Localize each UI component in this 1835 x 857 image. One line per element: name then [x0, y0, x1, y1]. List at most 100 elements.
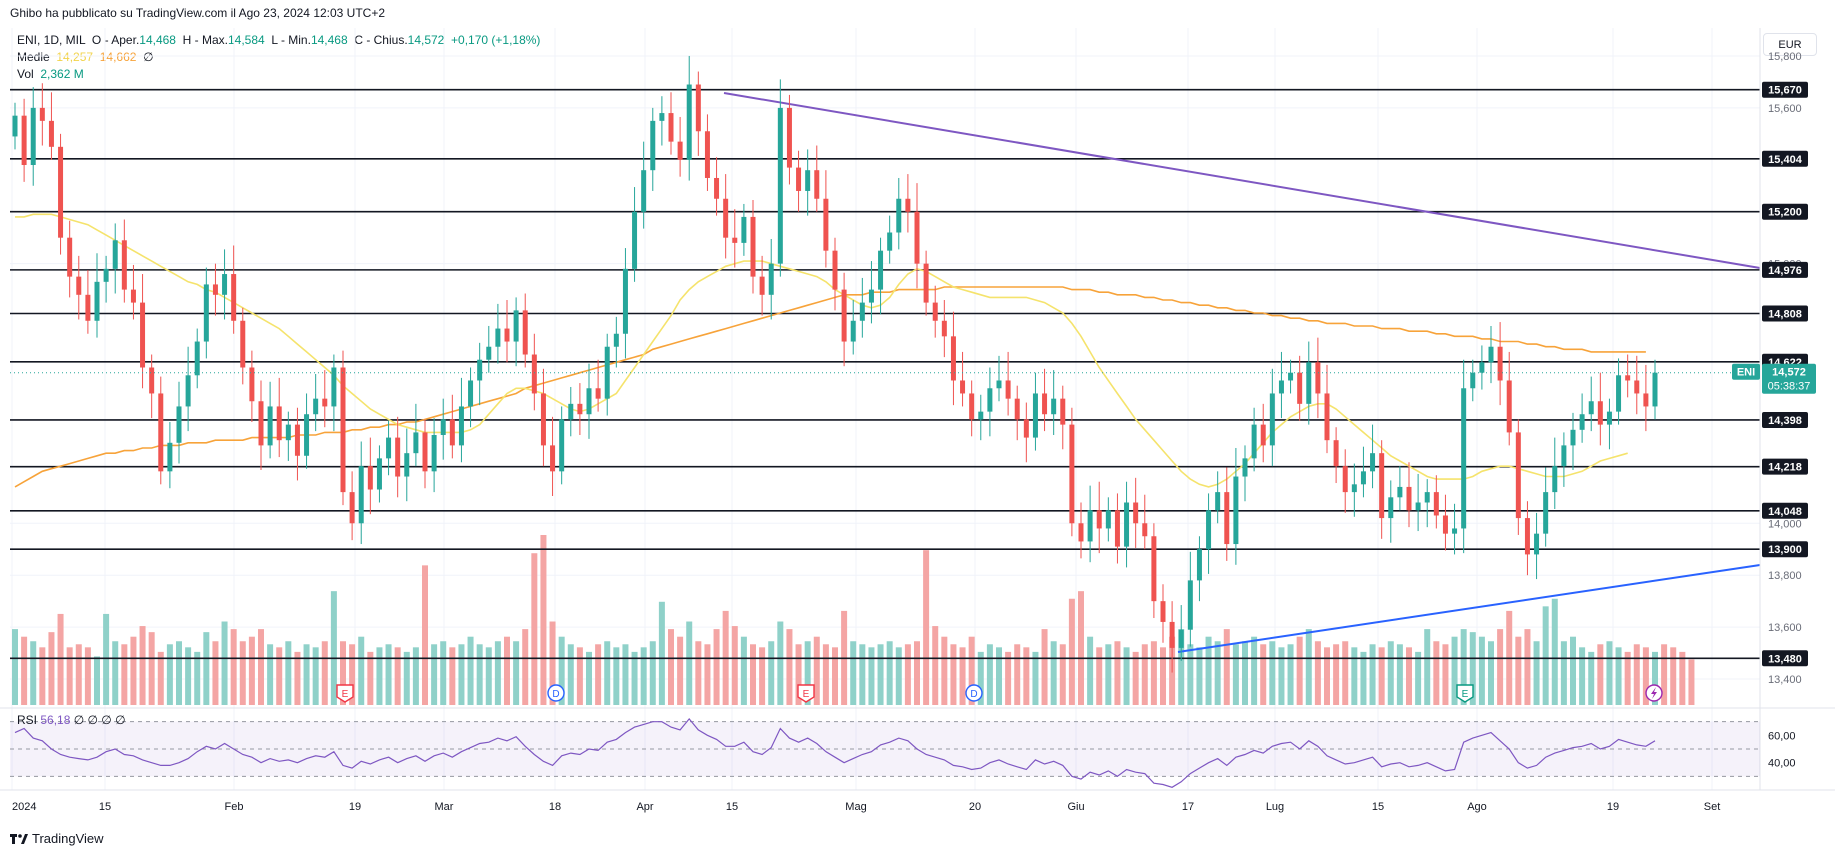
candle	[1634, 355, 1640, 415]
candle-body	[1470, 372, 1476, 389]
volume-bar	[1223, 629, 1230, 705]
ma-row[interactable]: Medie 14,257 14,662 ∅	[17, 49, 540, 66]
volume-bar	[1542, 606, 1549, 705]
candle	[1005, 351, 1011, 416]
volume-bar	[1360, 651, 1367, 705]
trendlines	[723, 92, 1761, 653]
candle	[1570, 412, 1576, 471]
candle	[1625, 354, 1631, 398]
time-tick-label: 15	[1372, 801, 1384, 813]
candle-body	[304, 414, 310, 456]
footer-brand[interactable]: TradingView	[10, 831, 104, 846]
candle	[1160, 584, 1166, 643]
volume-bar	[1515, 636, 1522, 705]
candle-body	[231, 274, 237, 321]
volume-bar	[1378, 647, 1385, 705]
candle-body	[267, 406, 273, 446]
volume-bar	[1679, 651, 1686, 705]
volume-bar	[203, 632, 210, 705]
level-label: 13,480	[1768, 653, 1802, 665]
symbol-legend: ENI, 1D, MIL O - Aper.14,468 H - Max.14,…	[17, 32, 540, 83]
candle-body	[1297, 372, 1303, 404]
earnings-marker-icon	[336, 684, 354, 703]
volume-bar	[1269, 641, 1276, 705]
candle	[276, 377, 282, 458]
volume-bar	[258, 629, 264, 705]
close-label: C - Chius.	[354, 33, 408, 47]
candle	[896, 177, 902, 250]
candle-body	[559, 419, 565, 472]
volume-bar	[1551, 598, 1558, 705]
symbol-info[interactable]: ENI, 1D, MIL	[17, 33, 86, 47]
candle-body	[586, 388, 592, 415]
candle-body	[386, 437, 392, 459]
candle-body	[1452, 528, 1458, 534]
rsi-tick-label: 60,00	[1768, 730, 1796, 742]
level-label: 14,218	[1768, 462, 1802, 474]
candle-body	[841, 289, 847, 342]
volume-bar	[1478, 636, 1485, 705]
dividend-marker-icon	[965, 684, 983, 702]
candle	[85, 270, 91, 334]
candle	[67, 220, 73, 298]
level-label-box	[1762, 305, 1808, 322]
candle-body	[468, 380, 474, 407]
level-label: 15,404	[1768, 154, 1803, 166]
candle	[404, 428, 410, 502]
candle-body	[249, 367, 255, 402]
volume-bar	[94, 656, 100, 705]
candle	[167, 422, 173, 489]
volume-bar	[75, 644, 82, 705]
volume-bar	[340, 641, 346, 705]
volume-bar	[604, 641, 611, 705]
candle-body	[1543, 492, 1549, 534]
volume-bar	[312, 647, 319, 705]
candle-body	[786, 107, 792, 168]
volume-bar	[349, 644, 356, 705]
volume-bar	[1078, 591, 1084, 705]
candle	[540, 368, 546, 467]
candle	[632, 187, 638, 282]
volume-bar	[1369, 644, 1376, 705]
volume-bar	[658, 601, 665, 705]
candle-body	[1479, 362, 1485, 373]
high-label: H - Max.	[182, 33, 228, 47]
last-price-badge-value: 14,572	[1772, 367, 1806, 379]
candle-body	[1288, 372, 1294, 381]
candle-body	[1105, 510, 1111, 529]
currency-button[interactable]: EUR	[1763, 33, 1817, 56]
candle	[340, 350, 346, 506]
candle	[258, 380, 264, 471]
candle-body	[112, 240, 118, 269]
candle	[112, 223, 118, 294]
volume-row[interactable]: Vol 2,362 M	[17, 66, 540, 83]
time-tick-label: Feb	[225, 801, 244, 813]
candle-body	[313, 398, 319, 415]
candle	[1206, 493, 1212, 574]
volume-bar	[267, 644, 274, 705]
candle	[1096, 481, 1102, 554]
footer-brand-label: TradingView	[32, 831, 104, 846]
volume-bar	[686, 621, 693, 705]
candle-body	[1579, 414, 1585, 430]
candle	[714, 157, 720, 216]
candle	[367, 437, 373, 515]
candle-body	[650, 120, 656, 171]
volume-bar	[1661, 644, 1668, 705]
candle-body	[941, 320, 947, 337]
volume-bar	[1524, 629, 1531, 705]
event-marker-label: D	[552, 689, 559, 700]
candle	[960, 351, 966, 407]
candle-body	[12, 115, 18, 137]
candle	[914, 183, 920, 289]
volume-bar	[1014, 644, 1021, 705]
volume-bar	[330, 591, 337, 705]
candle-body	[1488, 346, 1494, 363]
volume-bar	[914, 641, 920, 705]
candle	[1379, 440, 1385, 539]
time-tick-label: 15	[99, 801, 111, 813]
rsi-legend[interactable]: RSI 56,18 ∅ ∅ ∅ ∅	[17, 713, 126, 727]
volume-bar	[540, 535, 547, 705]
candle-body	[422, 432, 428, 472]
